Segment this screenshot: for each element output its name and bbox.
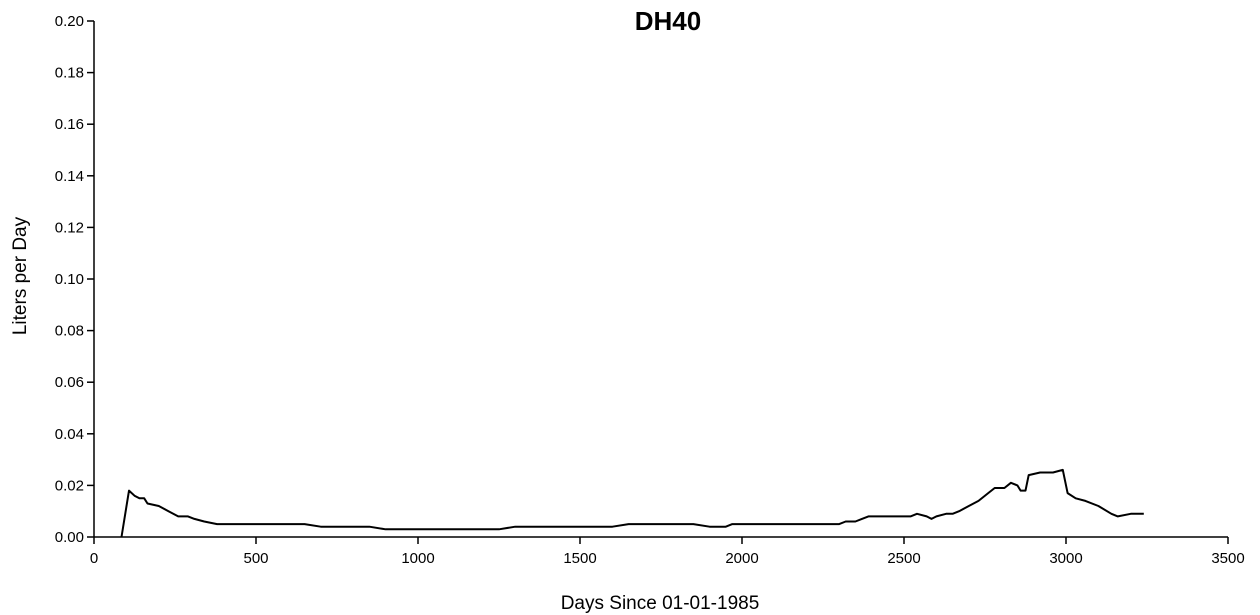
y-tick-label: 0.00 [55,529,84,546]
y-tick-label: 0.18 [55,65,84,82]
y-axis: 0.00 0.02 0.04 0.06 0.08 0.10 0.12 0.14 0.16 0.18… [55,13,95,546]
chart-title: DH40 [635,6,701,36]
x-tick-label: 3500 [1211,550,1244,567]
y-tick-label: 0.06 [55,374,84,391]
x-tick-label: 1000 [401,550,434,567]
x-tick-label: 3000 [1049,550,1082,567]
x-tick-label: 0 [90,550,98,567]
x-axis-label: Days Since 01-01-1985 [561,593,760,614]
x-tick-label: 2500 [887,550,920,567]
y-tick-label: 0.04 [55,426,84,443]
y-axis-label: Liters per Day [10,216,31,335]
x-tick-label: 2000 [725,550,758,567]
y-tick-label: 0.12 [55,219,84,236]
x-tick-label: 500 [243,550,268,567]
y-tick-label: 0.20 [55,13,84,30]
y-tick-label: 0.14 [55,168,84,185]
x-tick-label: 1500 [563,550,596,567]
plot-area [120,468,1144,538]
y-tick-label: 0.16 [55,116,84,133]
y-tick-label: 0.08 [55,323,84,340]
series-line [120,468,1144,538]
y-tick-label: 0.10 [55,271,84,288]
y-tick-label: 0.02 [55,477,84,494]
x-axis: 0 500 1000 1500 2000 2500 3000 3500 [90,536,1245,567]
